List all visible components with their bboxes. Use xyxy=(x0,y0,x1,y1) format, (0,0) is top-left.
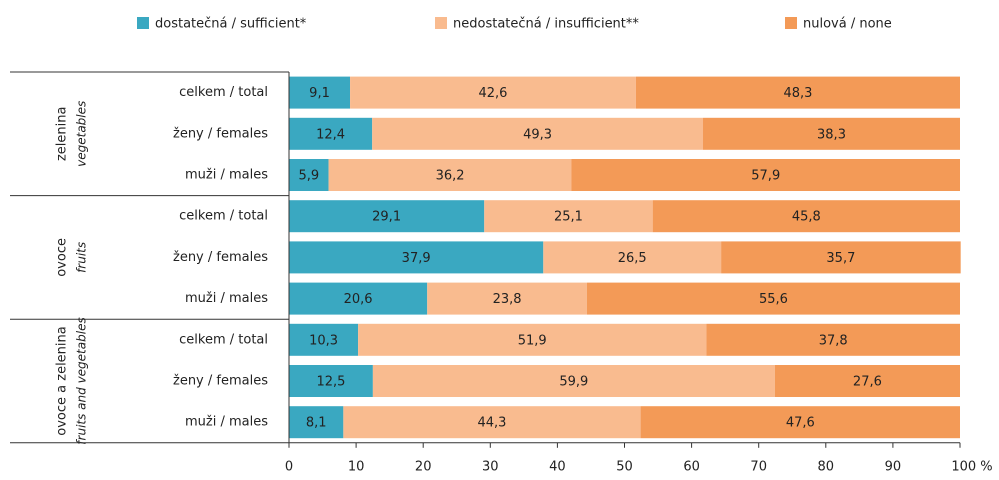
category-label: celkem / total xyxy=(179,85,268,100)
value-label: 37,9 xyxy=(402,251,431,266)
value-label: 51,9 xyxy=(518,333,547,348)
value-label: 38,3 xyxy=(817,127,846,142)
value-label: 12,4 xyxy=(316,127,345,142)
bar-segment xyxy=(571,159,960,191)
x-tick-label: 80 xyxy=(818,459,835,474)
value-label: 59,9 xyxy=(559,375,588,390)
value-label: 5,9 xyxy=(298,169,319,184)
group-label-en: fruits and vegetables xyxy=(75,317,89,444)
value-label: 20,6 xyxy=(344,292,373,307)
legend-swatch xyxy=(435,17,447,29)
value-label: 47,6 xyxy=(786,416,815,431)
category-label: muži / males xyxy=(185,168,268,183)
bar-segment xyxy=(289,406,344,439)
x-tick-label: 20 xyxy=(415,459,432,474)
bar-segment xyxy=(484,200,653,233)
value-label: 42,6 xyxy=(479,86,508,101)
x-tick-label: 60 xyxy=(683,459,700,474)
bar-segment xyxy=(706,323,960,356)
legend-label: dostatečná / sufficient* xyxy=(155,17,307,32)
group-label-en: fruits xyxy=(75,242,89,273)
value-label: 37,8 xyxy=(819,333,848,348)
bar-segment xyxy=(289,241,544,274)
value-label: 45,8 xyxy=(792,210,821,225)
x-tick-label: 30 xyxy=(482,459,499,474)
bar-segment xyxy=(289,76,351,109)
legend-swatch xyxy=(137,17,149,29)
bar-segment xyxy=(328,159,572,191)
x-tick-label: 40 xyxy=(549,459,566,474)
bar-segment xyxy=(343,406,641,439)
category-label: ženy / females xyxy=(173,374,268,389)
legend-label: nulová / none xyxy=(803,17,892,32)
value-label: 49,3 xyxy=(523,127,552,142)
bar-segment xyxy=(427,282,587,315)
category-label: celkem / total xyxy=(179,332,268,347)
bar-segment xyxy=(358,323,707,356)
value-label: 35,7 xyxy=(826,251,855,266)
bar-segment xyxy=(703,117,960,150)
group-label-en: vegetables xyxy=(75,101,89,167)
bar-segment xyxy=(640,406,960,439)
category-label: ženy / females xyxy=(173,250,268,265)
group-label: zelenina xyxy=(55,107,70,162)
value-label: 8,1 xyxy=(306,416,327,431)
bar-segment xyxy=(774,365,960,397)
bar-segment xyxy=(543,241,722,274)
x-tick-label: 100 % xyxy=(951,459,992,474)
group-label: ovoce a zelenina xyxy=(55,326,70,435)
value-label: 26,5 xyxy=(618,251,647,266)
bar-segment xyxy=(652,200,960,233)
value-label: 10,3 xyxy=(309,333,338,348)
value-label: 44,3 xyxy=(478,416,507,431)
x-tick-label: 10 xyxy=(348,459,365,474)
group-label: ovoce xyxy=(55,238,70,277)
value-label: 57,9 xyxy=(751,169,780,184)
bar-segment xyxy=(289,282,428,315)
value-label: 25,1 xyxy=(554,210,583,225)
x-tick-label: 50 xyxy=(616,459,633,474)
category-label: celkem / total xyxy=(179,209,268,224)
category-label: muži / males xyxy=(185,415,268,430)
value-label: 12,5 xyxy=(316,375,345,390)
bar-segment xyxy=(289,117,373,150)
x-tick-label: 90 xyxy=(885,459,902,474)
bar-segment xyxy=(289,365,373,397)
value-label: 23,8 xyxy=(493,292,522,307)
value-label: 27,6 xyxy=(853,375,882,390)
value-label: 55,6 xyxy=(759,292,788,307)
bar-segment xyxy=(372,117,704,150)
bar-segment xyxy=(289,200,485,233)
category-label: ženy / females xyxy=(173,126,268,141)
value-label: 29,1 xyxy=(372,210,401,225)
value-label: 48,3 xyxy=(783,86,812,101)
value-label: 36,2 xyxy=(436,169,465,184)
x-tick-label: 70 xyxy=(750,459,767,474)
bar-segment xyxy=(635,76,960,109)
legend-label: nedostatečná / insufficient** xyxy=(453,17,639,32)
category-label: muži / males xyxy=(185,291,268,306)
bar-segment xyxy=(721,241,961,274)
bar-segment xyxy=(586,282,960,315)
x-tick-label: 0 xyxy=(285,459,293,474)
bar-segment xyxy=(350,76,636,109)
value-label: 9,1 xyxy=(309,86,330,101)
bar-segment xyxy=(372,365,775,397)
bar-segment xyxy=(289,323,359,356)
bar-segment xyxy=(289,159,329,191)
legend-swatch xyxy=(785,17,797,29)
